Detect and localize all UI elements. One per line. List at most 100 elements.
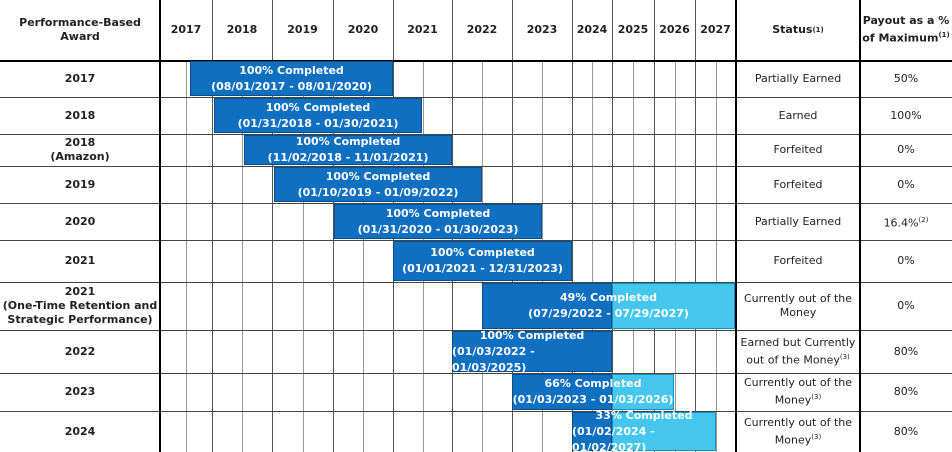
bar-label: 49% Completed (07/29/2022 - 07/29/2027) <box>482 283 735 329</box>
status-text: Currently out of the <box>743 376 853 390</box>
status-text: Forfeited <box>773 254 823 267</box>
year-divider <box>272 0 273 452</box>
award-label: 2024 <box>64 424 96 438</box>
year-header: 2025 <box>612 0 654 60</box>
payout-header: Payout as a % of Maximum(1) <box>860 0 952 60</box>
bar-label: 100% Completed (11/02/2018 - 11/01/2021) <box>244 135 452 165</box>
award-label: 2018 <box>64 136 96 149</box>
payout-cell: 0% <box>860 240 952 282</box>
status-cell: Currently out of the Money <box>736 282 860 330</box>
column-line <box>159 0 161 452</box>
completion: 100% Completed <box>430 246 535 259</box>
row-line <box>0 330 952 331</box>
year-header: 2027 <box>695 0 736 60</box>
payout-text: 100% <box>890 108 922 122</box>
half-year-line <box>186 60 187 452</box>
bar-remaining <box>612 283 735 329</box>
year-divider <box>695 0 696 452</box>
completion: 49% Completed <box>560 291 657 304</box>
award-label: 2023 <box>64 385 96 398</box>
status-text: Money(3) <box>774 432 822 447</box>
bar-label: 100% Completed (01/03/2022 - 01/03/2025) <box>452 329 612 374</box>
payout-text: 80% <box>893 344 919 358</box>
completion: 33% Completed <box>595 408 693 422</box>
award-cell: 2018 (Amazon) <box>0 134 160 166</box>
year-header: 2024 <box>572 0 612 60</box>
award-cell: 2017 <box>0 60 160 97</box>
status-cell: Earned <box>736 97 860 134</box>
award-cell: 2018 <box>0 97 160 134</box>
footnote: (2) <box>918 215 929 224</box>
status-cell: Partially Earned <box>736 203 860 240</box>
half-year-line <box>633 60 634 452</box>
year-label: 2020 <box>347 23 379 36</box>
payout-cell: 0% <box>860 166 952 203</box>
period: (01/01/2021 - 12/31/2023) <box>402 262 563 275</box>
row-line <box>0 97 952 98</box>
footnote: (3) <box>811 393 822 402</box>
year-header: 2021 <box>393 0 452 60</box>
footnote: (1) <box>812 26 824 34</box>
award-label: (One-Time Retention and <box>2 299 158 312</box>
payout-text: 0% <box>897 177 915 191</box>
status-cell: Earned but Currently out of the Money(3) <box>736 330 860 373</box>
bar-remaining <box>612 374 674 410</box>
bar-label: 100% Completed (01/31/2018 - 01/30/2021) <box>214 98 422 133</box>
payout-text: 0% <box>897 143 915 156</box>
payout-cell: 80% <box>860 330 952 373</box>
bar-label: 100% Completed (01/01/2021 - 12/31/2023) <box>393 241 572 281</box>
completion: 100% Completed <box>385 206 491 220</box>
header-text: Status <box>772 23 813 36</box>
status-text: Money <box>779 306 817 319</box>
status-cell: Forfeited <box>736 240 860 282</box>
payout-cell: 16.4%(2) <box>860 203 952 240</box>
footnote: (3) <box>811 432 822 441</box>
row-line <box>0 240 952 241</box>
year-header: 2020 <box>333 0 393 60</box>
bar-label: 100% Completed (01/31/2020 - 01/30/2023) <box>334 204 542 239</box>
award-cell: 2020 <box>0 203 160 240</box>
bar-completed <box>512 374 612 410</box>
half-year-line <box>675 60 676 452</box>
year-label: 2019 <box>287 23 318 36</box>
payout-cell: 50% <box>860 60 952 97</box>
payout-text: 80% <box>893 424 919 438</box>
award-cell: 2021 (One-Time Retention and Strategic Per… <box>0 282 160 330</box>
row-line <box>0 411 952 412</box>
award-cell: 2022 <box>0 330 160 373</box>
year-label: 2025 <box>617 23 649 36</box>
row-line <box>0 373 952 374</box>
year-label: 2018 <box>226 23 258 36</box>
year-divider <box>654 0 655 452</box>
payout-cell: 0% <box>860 134 952 166</box>
period: (01/03/2022 - 01/03/2025) <box>452 344 535 374</box>
year-divider <box>572 0 573 452</box>
award-cell: 2023 <box>0 373 160 411</box>
award-cell: 2024 <box>0 411 160 452</box>
year-divider <box>212 0 213 452</box>
status-text: Earned <box>778 108 818 122</box>
year-label: 2026 <box>659 23 690 36</box>
status-text: Currently out of the <box>743 415 853 429</box>
status-cell: Forfeited <box>736 166 860 203</box>
bar-label: 100% Completed (08/01/2017 - 08/01/2020) <box>190 61 393 96</box>
half-year-line <box>363 60 364 452</box>
period: (01/03/2023 - 01/03/2026) <box>512 393 674 406</box>
completion: 100% Completed <box>239 63 344 77</box>
payout-text: 0% <box>897 299 915 312</box>
year-label: 2021 <box>407 23 438 36</box>
header-text: Performance-Based Award <box>19 16 141 43</box>
award-header: Performance-Based Award <box>0 0 160 60</box>
completion: 100% Completed <box>265 100 371 114</box>
year-label: 2022 <box>466 23 498 36</box>
column-line <box>859 0 861 452</box>
year-label: 2023 <box>526 23 558 36</box>
year-header: 2023 <box>512 0 572 60</box>
half-year-line <box>592 60 593 452</box>
period: (08/01/2017 - 08/01/2020) <box>211 79 372 93</box>
period: (01/10/2019 - 01/09/2022) <box>297 185 459 199</box>
footnote: (1) <box>938 31 950 40</box>
bar-completed <box>572 412 612 451</box>
year-label: 2017 <box>170 23 202 36</box>
